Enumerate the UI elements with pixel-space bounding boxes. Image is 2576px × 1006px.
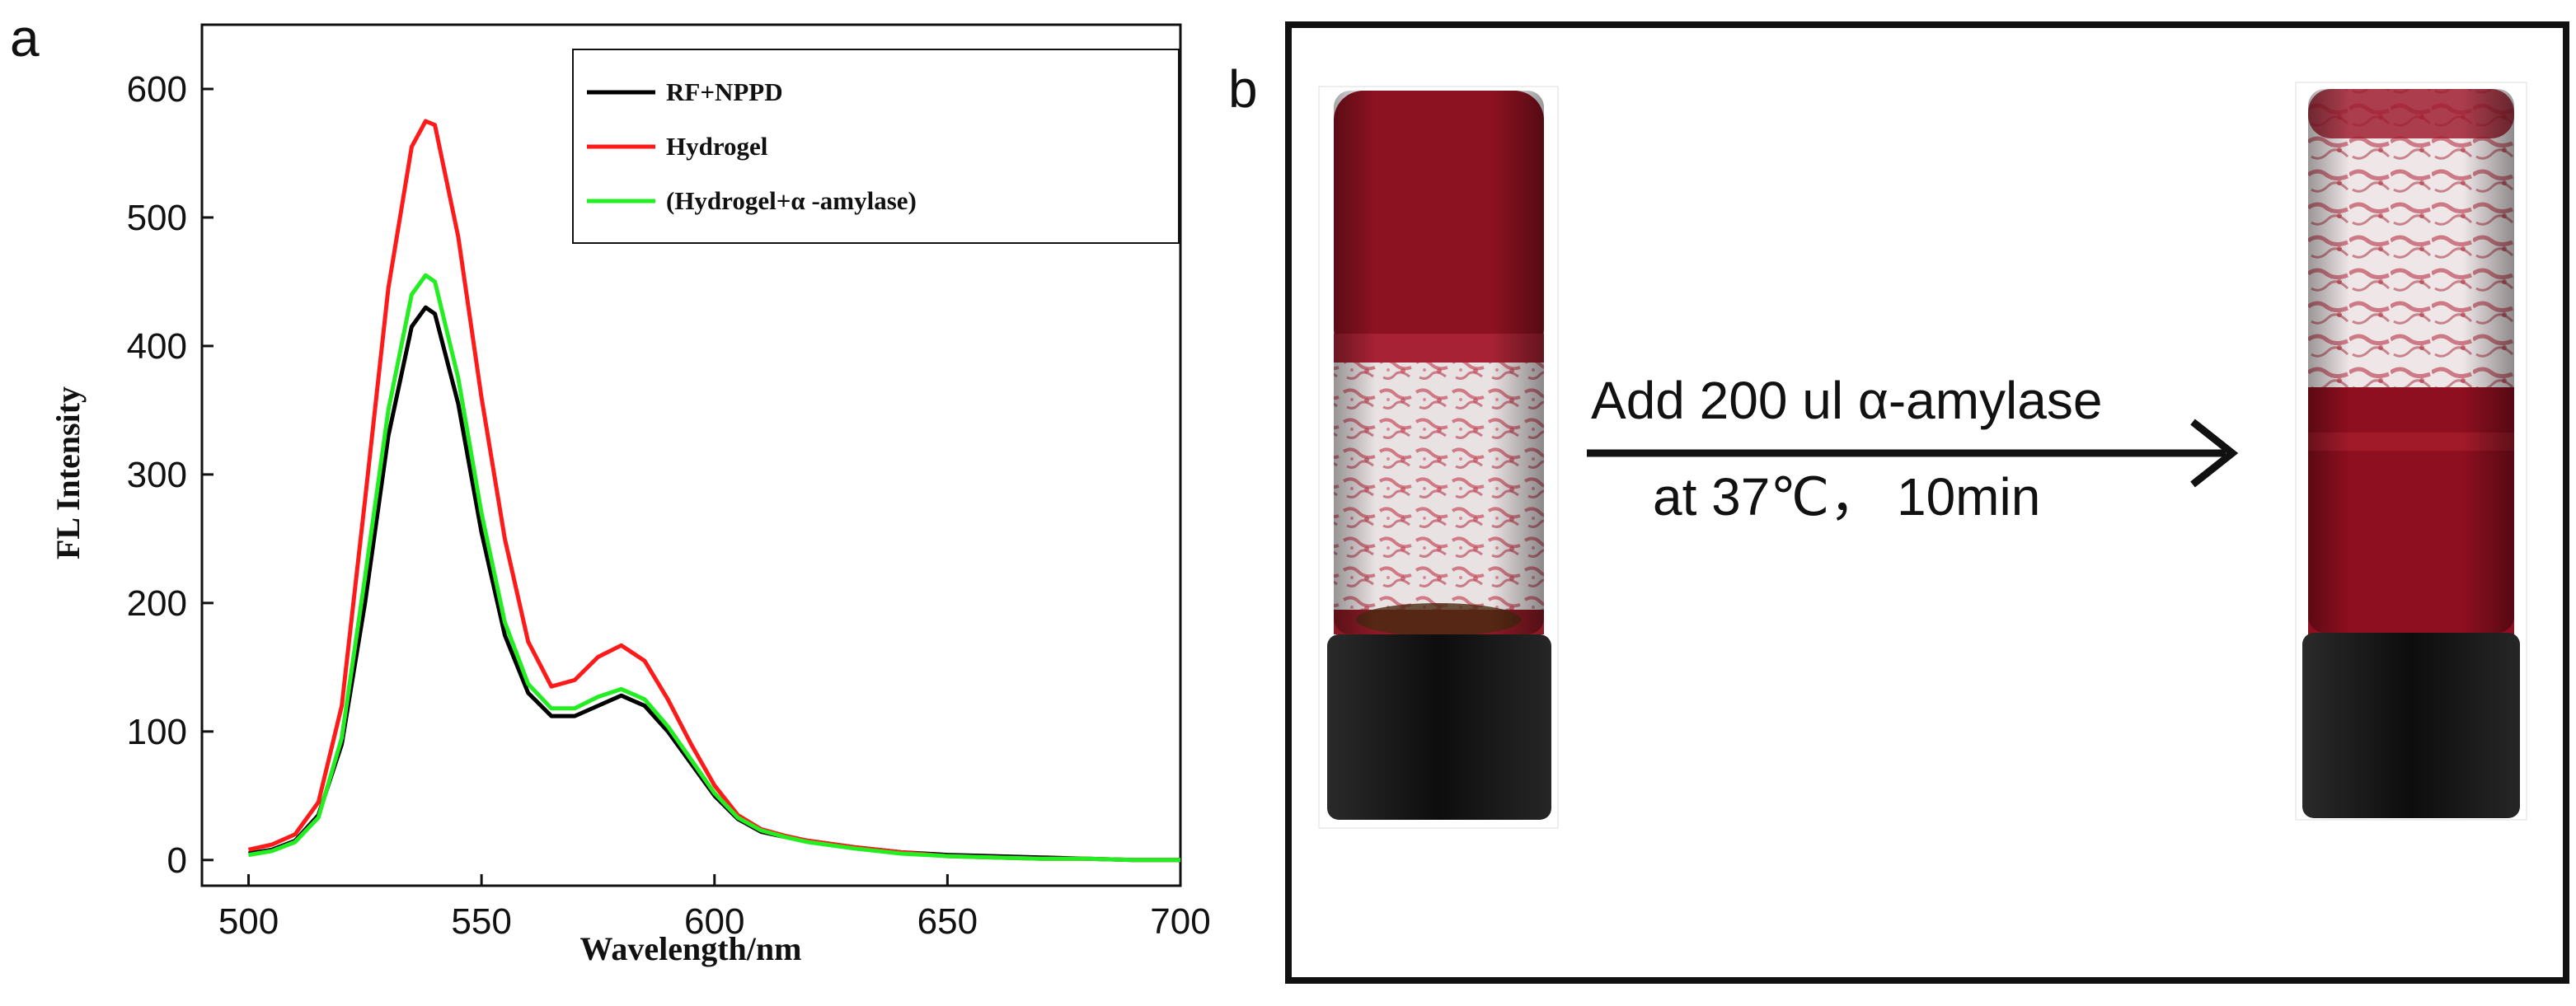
legend-box [572,49,1180,244]
y-tick-label: 0 [167,840,187,881]
legend-label-2: (Hydrogel+α -amylase) [666,186,917,215]
y-tick-label: 500 [127,198,187,238]
x-tick-label: 500 [218,901,279,942]
vial-after [2295,82,2527,821]
plot-frame [200,23,1182,887]
panel-a-letter: a [10,8,40,68]
x-tick-label: 700 [1150,901,1210,942]
x-tick-label: 550 [451,901,511,942]
vial-before [1318,86,1559,829]
panel-b-frame [1285,21,2569,984]
arrow-label-line2: at 37℃， 10min [1653,467,2040,526]
y-axis-label: FL Intensity [49,386,87,559]
series-layer [247,119,1180,863]
plot-area: 500 550 600 650 700 0 100 200 300 400 500 600 RF+NP… [127,23,1211,942]
x-tick-label: 650 [917,901,978,942]
legend-label-0: RF+NPPD [666,77,783,106]
axis-ticks: 500 550 600 650 700 0 100 200 300 400 500 600 [127,69,1211,942]
series-line-0 [248,305,1180,863]
series-line-2 [248,273,1180,863]
x-axis-label: Wavelength/nm [580,930,802,967]
reaction-arrow [1587,419,2239,488]
legend-label-1: Hydrogel [666,132,768,161]
y-tick-label: 300 [127,455,187,495]
y-tick-label: 100 [127,712,187,752]
arrow-label-line1: Add 200 ul α-amylase [1591,371,2102,430]
y-tick-label: 600 [127,69,187,110]
y-tick-label: 400 [127,326,187,367]
panel-b-letter: b [1228,59,1258,119]
x-tick-label: 600 [684,901,744,942]
legend: RF+NPPD Hydrogel (Hydrogel+α -amylase) [572,49,1180,244]
y-tick-label: 200 [127,583,187,624]
